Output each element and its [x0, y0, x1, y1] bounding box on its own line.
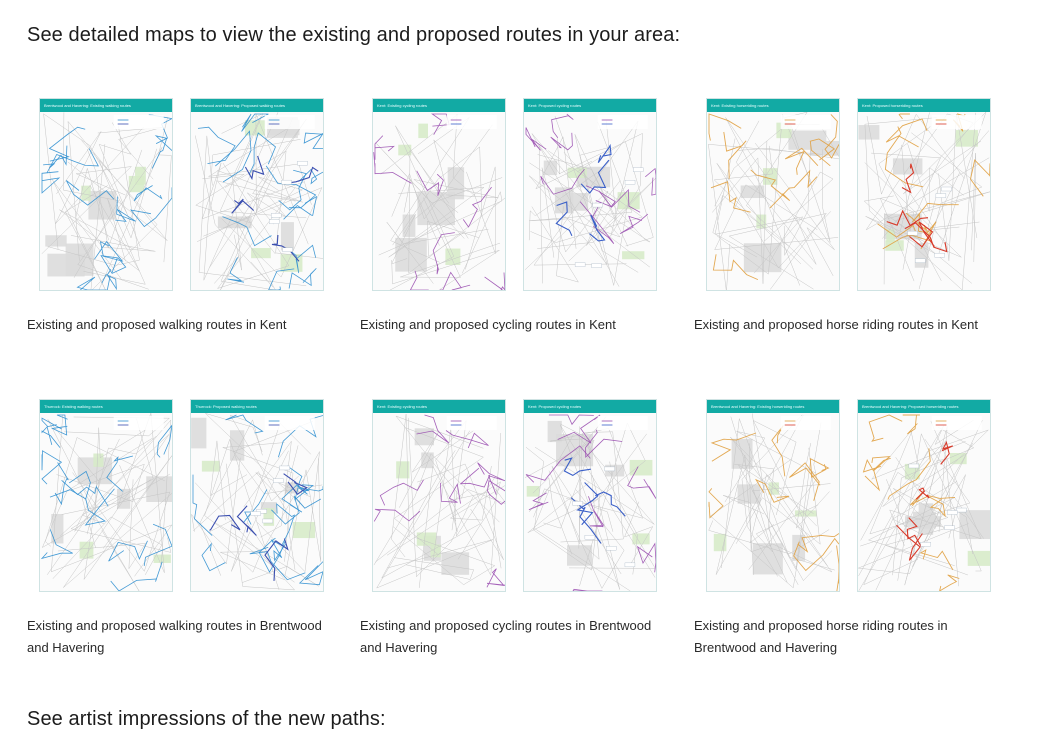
maps-section-heading: See detailed maps to view the existing a… — [27, 24, 681, 46]
map-thumbnails: Brentwood and Havering: Existing walking… — [39, 98, 339, 291]
proposed-routes-map[interactable]: Kent: Proposed cycling routes — [523, 399, 657, 592]
artist-impressions-heading: See artist impressions of the new paths: — [27, 708, 386, 730]
proposed-routes-map[interactable]: Brentwood and Havering: Proposed horseri… — [857, 399, 991, 592]
existing-routes-map[interactable]: Brentwood and Havering: Existing walking… — [39, 98, 173, 291]
map-thumbnails: Brentwood and Havering: Existing horseri… — [706, 399, 1006, 592]
map-thumbnails: Kent: Existing cycling routes Kent: Propo… — [372, 399, 672, 592]
route-map-drawing — [858, 414, 990, 591]
existing-routes-map[interactable]: Kent: Existing cycling routes — [372, 98, 506, 291]
route-map-drawing — [858, 112, 990, 290]
map-thumbnails: Kent: Existing horseriding routes Kent: P… — [706, 98, 1006, 291]
existing-routes-map[interactable]: Kent: Existing cycling routes — [372, 399, 506, 592]
route-map-drawing — [40, 413, 172, 591]
existing-routes-map[interactable]: Kent: Existing horseriding routes — [706, 98, 840, 291]
existing-routes-map[interactable]: Thurrock: Existing walking routes — [39, 399, 173, 592]
map-caption: Existing and proposed walking routes in … — [27, 317, 287, 332]
route-map-drawing — [524, 113, 656, 287]
map-caption: Existing and proposed cycling routes in … — [360, 317, 616, 332]
map-title: Kent: Existing cycling routes — [373, 400, 505, 413]
map-caption: Existing and proposed horse riding route… — [694, 317, 979, 332]
map-title: Kent: Existing horseriding routes — [707, 99, 839, 112]
route-map-drawing — [708, 413, 839, 591]
route-map-drawing — [194, 112, 323, 290]
map-title: Brentwood and Havering: Proposed walking… — [191, 99, 323, 112]
map-caption: Existing and proposed walking routes in … — [27, 618, 322, 655]
route-map-drawing — [191, 413, 323, 591]
existing-routes-map[interactable]: Brentwood and Havering: Existing horseri… — [706, 399, 840, 592]
proposed-routes-map[interactable]: Kent: Proposed horseriding routes — [857, 98, 991, 291]
proposed-routes-map[interactable]: Thurrock: Proposed walking routes — [190, 399, 324, 592]
map-caption: Existing and proposed cycling routes in … — [360, 618, 652, 655]
map-title: Kent: Proposed horseriding routes — [858, 99, 990, 112]
map-title: Thurrock: Existing walking routes — [40, 400, 172, 413]
map-title: Brentwood and Havering: Existing walking… — [40, 99, 172, 112]
route-map-drawing — [708, 112, 839, 290]
route-map-drawing — [41, 112, 172, 290]
proposed-routes-map[interactable]: Kent: Proposed cycling routes — [523, 98, 657, 291]
map-title: Thurrock: Proposed walking routes — [191, 400, 323, 413]
map-title: Brentwood and Havering: Existing horseri… — [707, 400, 839, 413]
map-title: Brentwood and Havering: Proposed horseri… — [858, 400, 990, 413]
map-title: Kent: Proposed cycling routes — [524, 400, 656, 413]
map-caption: Existing and proposed horse riding route… — [694, 618, 948, 655]
route-map-drawing — [373, 413, 505, 589]
map-title: Kent: Proposed cycling routes — [524, 99, 656, 112]
route-map-drawing — [524, 414, 656, 591]
route-map-drawing — [373, 113, 505, 290]
map-thumbnails: Thurrock: Existing walking routes Thurroc… — [39, 399, 339, 592]
proposed-routes-map[interactable]: Brentwood and Havering: Proposed walking… — [190, 98, 324, 291]
map-thumbnails: Kent: Existing cycling routes Kent: Propo… — [372, 98, 672, 291]
map-title: Kent: Existing cycling routes — [373, 99, 505, 112]
